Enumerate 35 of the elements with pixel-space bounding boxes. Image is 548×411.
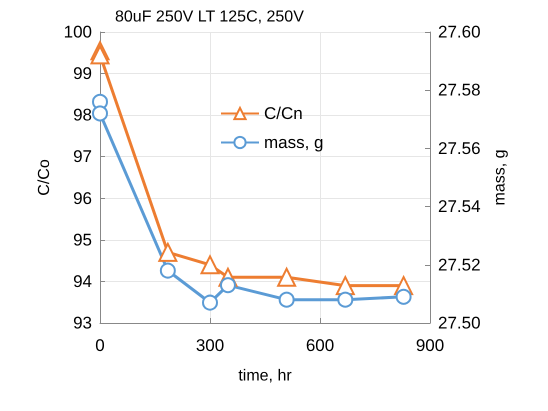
point bbox=[160, 262, 176, 279]
y-tick-label: 96 bbox=[73, 188, 92, 208]
y2-tick-label: 27.60 bbox=[438, 22, 481, 42]
legend-label: mass, g bbox=[264, 133, 324, 152]
point bbox=[202, 294, 218, 311]
x-axis-title: time, hr bbox=[238, 368, 292, 384]
point bbox=[220, 277, 236, 294]
x-tick-label: 300 bbox=[196, 336, 224, 355]
point bbox=[277, 268, 296, 287]
x-tick-label: 900 bbox=[416, 336, 444, 355]
y2-tick-label: 27.56 bbox=[438, 138, 481, 158]
y-tick-label: 98 bbox=[73, 106, 92, 125]
y-tick-label: 94 bbox=[73, 272, 92, 291]
x-tick-label: 0 bbox=[95, 336, 105, 355]
y-tick-label: 95 bbox=[73, 230, 92, 250]
point bbox=[158, 242, 178, 262]
x-tick-label: 600 bbox=[306, 336, 334, 355]
y2-axis-title: mass, g bbox=[492, 149, 508, 206]
point bbox=[92, 105, 108, 122]
point bbox=[200, 255, 220, 274]
y-tick-label: 99 bbox=[73, 64, 92, 84]
y2-tick-label: 27.54 bbox=[438, 197, 481, 216]
y-tick-label: 93 bbox=[73, 314, 92, 332]
point bbox=[90, 45, 110, 64]
y-axis-title: C/Co bbox=[36, 159, 54, 196]
chart-title: 80uF 250V LT 125C, 250V bbox=[115, 8, 304, 26]
legend-label: C/Cn bbox=[264, 104, 303, 123]
point bbox=[396, 288, 412, 305]
y2-tick-label: 27.58 bbox=[438, 80, 481, 100]
point bbox=[337, 292, 354, 308]
y-tick-label: 97 bbox=[73, 147, 92, 166]
y-tick-label: 100 bbox=[64, 22, 92, 42]
point bbox=[278, 292, 295, 308]
y2-tick-label: 27.52 bbox=[438, 255, 481, 274]
y2-tick-label: 27.50 bbox=[438, 314, 481, 332]
